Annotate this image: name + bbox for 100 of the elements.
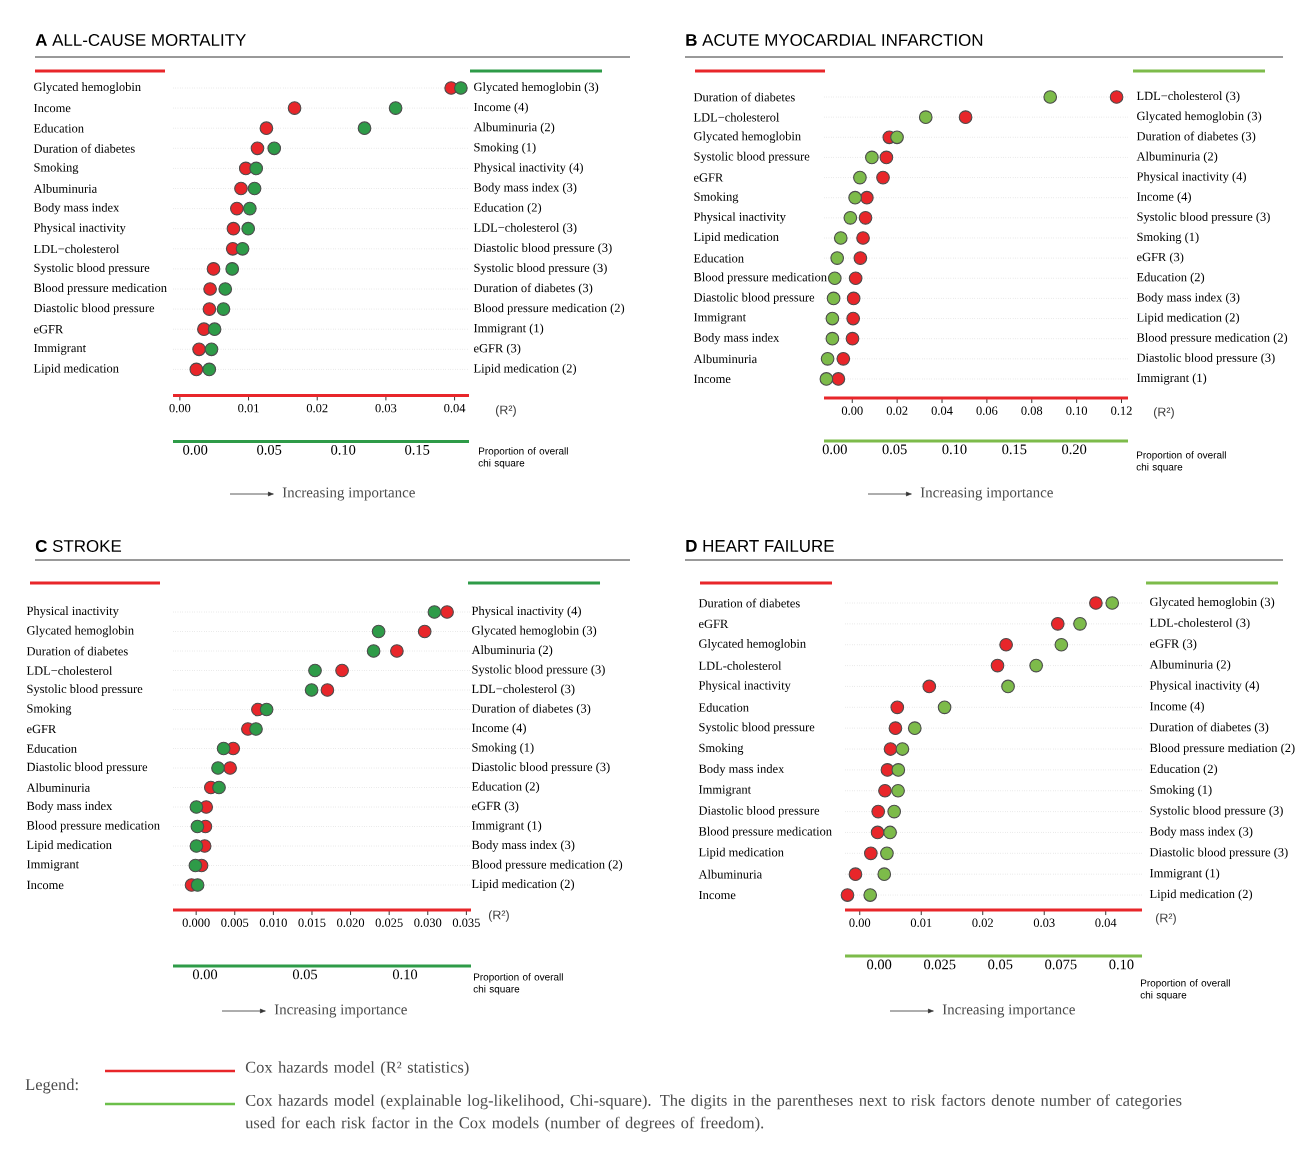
point [390,644,404,658]
y-tick-label: Blood pressure medication [33,283,167,295]
point [267,141,282,156]
point [830,251,845,265]
x2-tick-label: 0.00 [867,959,892,970]
point [907,721,922,736]
point [216,302,231,316]
text: Cox hazards model (explainable log-likelihood, Chi-square). The digits in the parentheses next to risk factors denote number of categories used for each risk factor in the Cox models (number of degrees of freedom). [245,1094,1182,1132]
point [865,150,879,165]
point [831,372,846,386]
y-tick-label: Glycated hemoglobin [27,625,134,638]
y2-tick-label: Glycated hemoglobin (3) [1137,111,1262,123]
y-tick-label: Duration of diabetes [693,92,795,102]
y2-tick-label: Education (2) [473,202,542,215]
y-tick-label: Systolic blood pressure [34,263,150,275]
text: Cox hazards model (R² statistics) [245,1061,469,1077]
chart-title: B ACUTE MYOCARDIAL INFARCTION [686,34,983,46]
point [207,322,222,337]
y-tick-label: Immigrant [698,785,752,797]
point [890,700,905,715]
y2-tick-label: Education (2) [1149,764,1218,776]
point [843,210,858,225]
point [819,372,834,386]
x-tick-label: 0.06 [976,406,998,415]
point [212,780,226,795]
x2-tick-label: 0.00 [183,444,208,455]
x2-tick-label: 0.05 [292,969,318,980]
point [287,101,302,115]
point [833,231,848,245]
point [890,130,904,145]
point [308,663,322,678]
x2-tick-label: 0.10 [331,444,356,455]
point [320,683,335,697]
y-tick-label: Blood pressure medication [26,820,160,833]
point [202,302,217,316]
y-tick-label: Blood pressure medication [698,826,832,839]
y2-tick-label: Physical inactivity (4) [473,162,583,175]
x-tick-label: 0.00 [841,406,863,415]
point [853,251,868,265]
point [883,742,898,756]
y-tick-label: Income [26,880,64,890]
x-tick-label: 0.04 [931,406,953,415]
y2-tick-label: Diastolic blood pressure (3) [473,243,612,255]
y2-tick-label: Education (2) [1136,272,1205,284]
y-tick-label: Education [698,702,749,712]
x2-tick-label: 0.025 [924,959,956,970]
y-tick-label: Smoking [694,192,739,204]
point [999,637,1013,652]
y2-tick-label: Income (4) [471,723,526,735]
point [189,362,204,377]
point [225,262,240,276]
x-tick-label: 0.010 [259,918,287,927]
y-tick-label: Albuminuria [693,354,758,364]
y-tick-label: LDL−cholesterol [33,244,120,254]
point [1001,679,1015,694]
y-tick-label: Income [33,103,71,113]
point [1105,596,1120,610]
y2-tick-label: Income (4) [1136,192,1191,204]
y-tick-label: Glycated hemoglobin [694,131,801,143]
y2-tick-label: Diastolic blood pressure (3) [1136,353,1275,365]
x2-tick-label: 0.10 [392,969,418,980]
y2-tick-label: Body mass index (3) [1149,826,1253,839]
x-tick-label: 0.03 [1033,918,1055,928]
point [190,878,205,892]
y2-tick-label: Diastolic blood pressure (3) [471,762,610,774]
y-tick-label: Immigrant [26,860,80,871]
y2-tick-label: Smoking (1) [1150,785,1212,797]
y-tick-label: Glycated hemoglobin [699,639,806,651]
y-tick-label: Body mass index [26,801,113,813]
x-tick-label: 0.00 [849,918,871,928]
y2-tick-label: Systolic blood pressure (3) [1137,212,1270,224]
y2-tick-label: Lipid medication (2) [473,363,577,376]
y2-tick-label: Duration of diabetes (3) [1149,722,1269,734]
point [825,311,840,326]
point [250,141,265,156]
point [1089,596,1103,610]
y2-tick-label: Systolic blood pressure (3) [472,664,605,677]
point [990,658,1005,673]
point [230,201,244,216]
point [848,190,862,205]
point [1050,617,1065,631]
point [826,291,841,306]
x-axis-title: (R²) [495,405,516,417]
point [189,800,204,814]
x2-tick-label: 0.075 [1045,959,1077,970]
x-tick-label: 0.030 [414,918,442,927]
y2-tick-label: Immigrant (1) [471,820,542,833]
y-tick-label: Physical inactivity [26,606,119,618]
y2-tick-label: Smoking (1) [472,742,534,755]
x-tick-label: 0.020 [337,918,365,927]
y2-tick-label: Physical inactivity (4) [1136,171,1246,184]
point [853,170,867,185]
x2-axis-title: Proportion of overall chi square [473,973,563,995]
x2-tick-label: 0.00 [822,444,847,455]
x-tick-label: 0.04 [444,403,466,413]
point [371,624,386,639]
y2-tick-label: LDL-cholesterol (3) [1149,618,1250,630]
point [895,742,910,756]
point [203,282,217,296]
point [216,741,231,756]
